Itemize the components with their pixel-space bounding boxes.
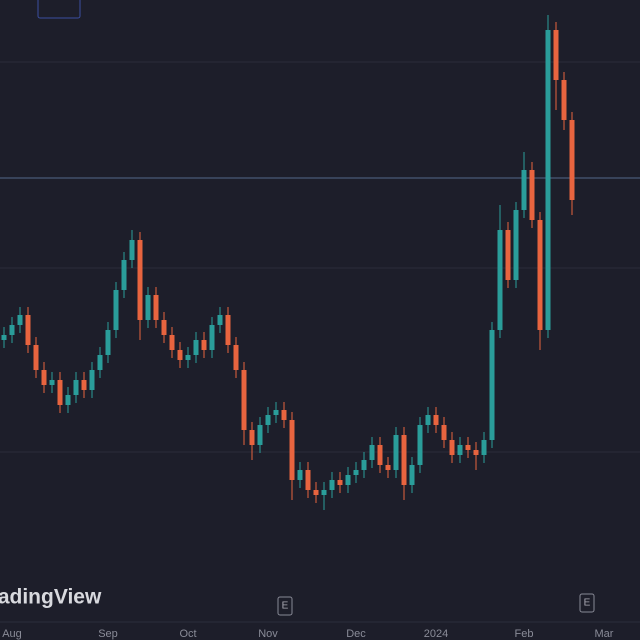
svg-text:E: E (584, 598, 591, 609)
x-tick-label: 2024 (424, 628, 448, 640)
candle-body (329, 480, 335, 490)
candle-body (377, 445, 383, 465)
candle-body (217, 315, 223, 325)
candle-body (289, 420, 295, 480)
grid (0, 61, 640, 453)
event-icon: E (277, 596, 293, 616)
candle-body (441, 425, 447, 440)
candle-body (129, 240, 135, 260)
candle-body (17, 315, 23, 325)
candle-body (153, 295, 159, 320)
candle-body (249, 430, 255, 445)
candle-body (265, 415, 271, 425)
candle-body (361, 460, 367, 470)
candle-body (281, 410, 287, 420)
candle-body (305, 470, 311, 490)
candles (1, 15, 575, 510)
candle-body (65, 395, 71, 405)
candle-body (545, 30, 551, 330)
candle-body (145, 295, 151, 320)
candle-body (345, 475, 351, 485)
candle-body (49, 380, 55, 385)
candle-body (273, 410, 279, 415)
candle-body (369, 445, 375, 460)
candle-body (241, 370, 247, 430)
candle-body (177, 350, 183, 360)
candle-body (105, 330, 111, 355)
candle-body (425, 415, 431, 425)
candle-body (553, 30, 559, 80)
event-icon: E (579, 593, 595, 613)
candle-body (113, 290, 119, 330)
candle-body (97, 355, 103, 370)
candle-body (185, 355, 191, 360)
svg-text:E: E (282, 601, 289, 612)
watermark: TradingView (0, 586, 102, 609)
candle-body (297, 470, 303, 480)
candle-body (169, 335, 175, 350)
candle-body (57, 380, 63, 405)
x-tick-label: Sep (98, 628, 118, 640)
candle-body (353, 470, 359, 475)
candle-body (401, 435, 407, 485)
candle-body (489, 330, 495, 440)
candle-body (201, 340, 207, 350)
candle-body (385, 465, 391, 470)
candle-body (561, 80, 567, 120)
candle-body (33, 345, 39, 370)
candle-body (505, 230, 511, 280)
candle-body (529, 170, 535, 220)
candle-body (513, 210, 519, 280)
candle-body (225, 315, 231, 345)
candle-body (1, 335, 7, 340)
candle-body (393, 435, 399, 470)
candle-body (121, 260, 127, 290)
candle-body (257, 425, 263, 445)
candle-body (473, 450, 479, 455)
candle-body (481, 440, 487, 455)
candle-body (137, 240, 143, 320)
candle-body (321, 490, 327, 495)
candle-body (537, 220, 543, 330)
candle-body (233, 345, 239, 370)
candle-body (9, 325, 15, 335)
candle-body (497, 230, 503, 330)
candle-body (81, 380, 87, 390)
x-tick-label: Mar (595, 628, 614, 640)
candle-body (449, 440, 455, 455)
x-tick-label: Aug (2, 628, 22, 640)
toolbar-box (37, 0, 81, 19)
candle-body (569, 120, 575, 200)
candle-body (433, 415, 439, 425)
candle-body (417, 425, 423, 465)
x-tick-label: Feb (515, 628, 534, 640)
candle-body (457, 445, 463, 455)
candle-body (521, 170, 527, 210)
candle-body (209, 325, 215, 350)
candle-body (313, 490, 319, 495)
x-tick-label: Nov (258, 628, 278, 640)
candle-body (193, 340, 199, 355)
candle-body (25, 315, 31, 345)
candle-body (161, 320, 167, 335)
candle-body (41, 370, 47, 385)
x-tick-label: Oct (179, 628, 196, 640)
candle-body (465, 445, 471, 450)
candle-body (337, 480, 343, 485)
x-tick-label: Dec (346, 628, 366, 640)
candle-body (89, 370, 95, 390)
candle-body (73, 380, 79, 395)
candle-body (409, 465, 415, 485)
